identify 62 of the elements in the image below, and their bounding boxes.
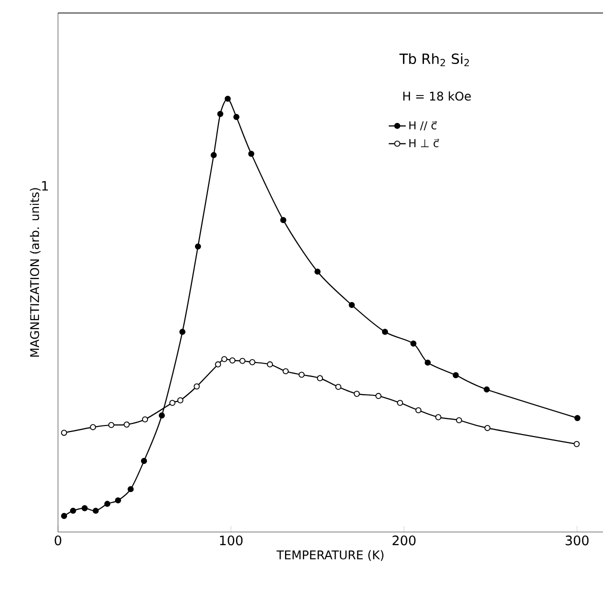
point xyxy=(194,243,202,250)
point xyxy=(415,407,422,414)
point xyxy=(70,508,76,514)
x-tick-label: 300 xyxy=(566,536,589,546)
x-axis-title: TEMPERATURE (K) xyxy=(276,550,384,561)
point xyxy=(249,359,256,366)
point xyxy=(179,328,186,335)
point xyxy=(484,386,490,393)
text: 1 xyxy=(42,181,48,191)
point xyxy=(397,400,404,406)
point xyxy=(158,412,165,419)
point xyxy=(142,416,148,422)
point xyxy=(424,360,431,366)
point xyxy=(114,497,122,504)
point xyxy=(435,414,442,420)
y-axis-title: MAGNETIZATION (arb. units) xyxy=(30,188,41,357)
point xyxy=(282,368,289,374)
point xyxy=(452,372,459,378)
point xyxy=(194,383,200,390)
x-tick-label: 100 xyxy=(220,536,243,546)
point xyxy=(215,361,222,368)
point xyxy=(354,390,360,397)
point xyxy=(456,417,462,424)
point xyxy=(316,375,323,382)
chart-title: Tb Rh$_{2}$ Si$_{2}$ xyxy=(399,53,469,66)
point xyxy=(382,328,388,335)
legend-label: H // c⃗ xyxy=(409,120,437,130)
point xyxy=(104,500,110,507)
point xyxy=(177,397,184,404)
point xyxy=(348,302,355,308)
point xyxy=(248,150,254,157)
point xyxy=(92,508,99,514)
point xyxy=(335,384,342,390)
point xyxy=(484,424,490,432)
point xyxy=(229,357,236,364)
point xyxy=(266,361,273,368)
point xyxy=(140,458,148,464)
point xyxy=(239,358,246,364)
point xyxy=(314,268,321,275)
point xyxy=(61,512,68,520)
point xyxy=(280,217,286,224)
point xyxy=(169,400,176,406)
point xyxy=(108,422,114,428)
point xyxy=(210,152,217,158)
point xyxy=(574,415,580,422)
x-tick-label: 200 xyxy=(392,536,416,546)
point xyxy=(90,424,96,430)
point xyxy=(61,430,68,436)
legend-label: H ⊥ c⃗ xyxy=(409,138,440,148)
point xyxy=(217,110,224,117)
point xyxy=(124,422,130,428)
point xyxy=(298,372,305,378)
point xyxy=(128,486,134,492)
point xyxy=(224,96,231,102)
point xyxy=(410,340,416,347)
point xyxy=(221,356,228,362)
point xyxy=(574,441,580,448)
x-tick-label: 0 xyxy=(54,536,62,546)
point xyxy=(375,392,382,400)
point xyxy=(82,505,88,512)
chart-subtitle: H = 18 kOe xyxy=(403,91,471,101)
point xyxy=(233,114,240,120)
